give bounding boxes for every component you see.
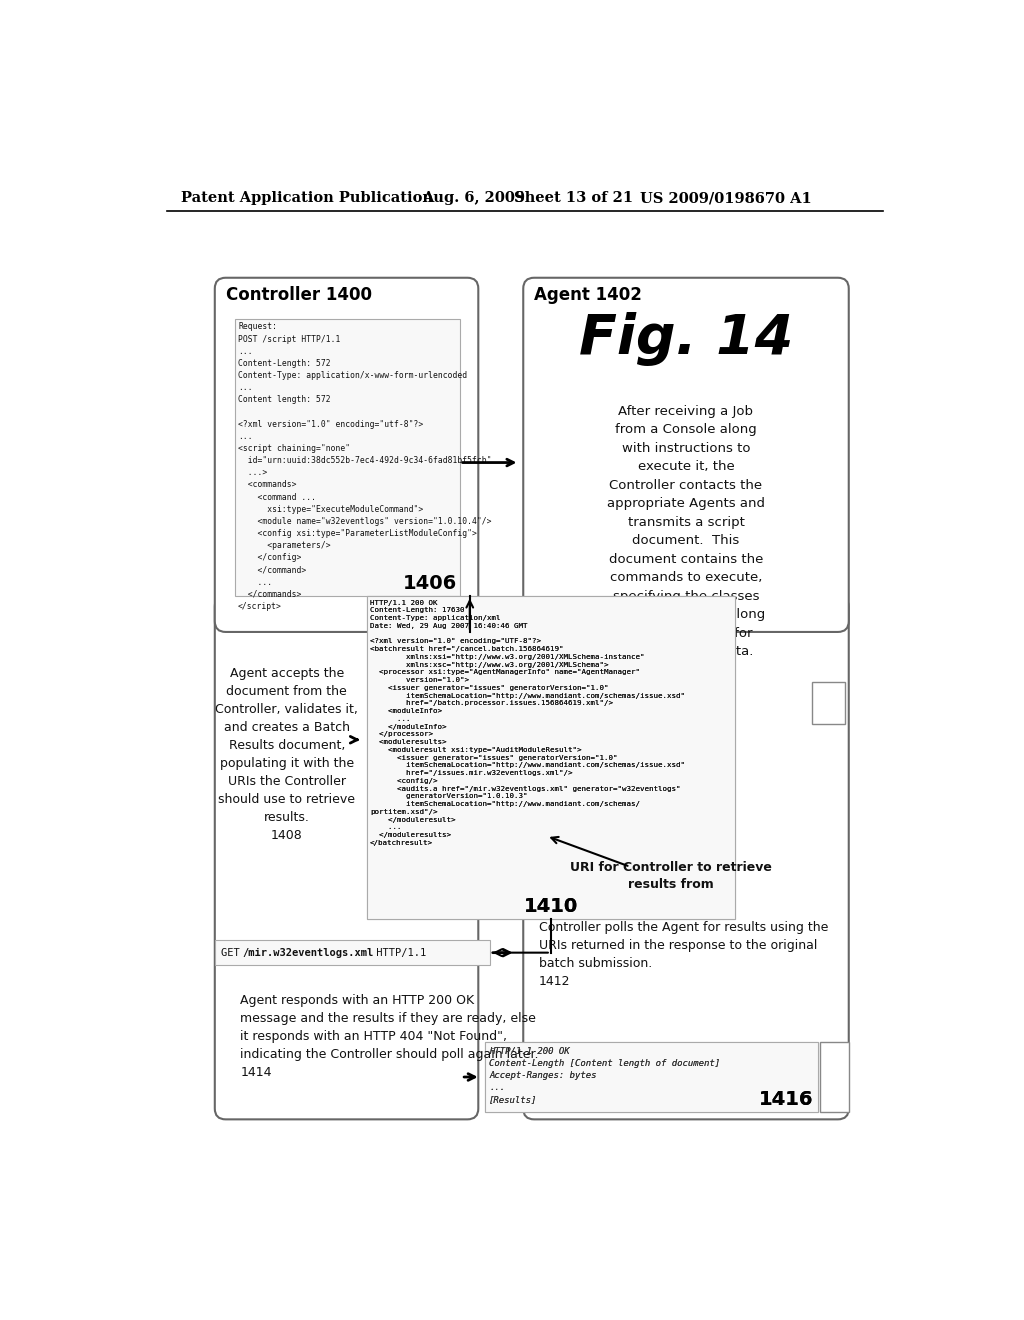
Text: HTTP/1.1: HTTP/1.1 xyxy=(370,948,426,957)
Text: Controller polls the Agent for results using the
URIs returned in the response t: Controller polls the Agent for results u… xyxy=(539,921,828,987)
Text: Fig. 14: Fig. 14 xyxy=(579,313,794,367)
Bar xyxy=(484,1043,818,1111)
FancyBboxPatch shape xyxy=(523,595,849,1119)
Text: HTTP/1.1 200 OK
Content-Length [Content length of document]
Accept-Ranges: bytes: HTTP/1.1 200 OK Content-Length [Content … xyxy=(489,1047,720,1105)
Text: Patent Application Publication: Patent Application Publication xyxy=(180,191,433,206)
Bar xyxy=(484,1043,818,1111)
Bar xyxy=(820,1043,849,1111)
Text: Controller 1400: Controller 1400 xyxy=(225,285,372,304)
Text: US 2009/0198670 A1: US 2009/0198670 A1 xyxy=(640,191,811,206)
Bar xyxy=(812,682,845,725)
FancyBboxPatch shape xyxy=(215,595,478,1119)
Text: 1410: 1410 xyxy=(523,898,578,916)
Text: Aug. 6, 2009: Aug. 6, 2009 xyxy=(423,191,525,206)
Text: Agent 1402: Agent 1402 xyxy=(535,285,642,304)
Bar xyxy=(234,318,460,595)
Text: 1410: 1410 xyxy=(523,898,578,916)
Text: URI for Controller to retrieve
results from: URI for Controller to retrieve results f… xyxy=(569,862,771,891)
Text: 1406: 1406 xyxy=(402,574,457,593)
Text: HTTP/1.1 200 OK
Content-Length: 17630
Content-Type: application/xml
Date: Wed, 2: HTTP/1.1 200 OK Content-Length: 17630 Co… xyxy=(370,599,685,846)
Text: GET: GET xyxy=(221,948,246,957)
Text: /mir.w32eventlogs.xml: /mir.w32eventlogs.xml xyxy=(242,948,373,958)
Text: Request:
POST /script HTTP/1.1
...
Content-Length: 572
Content-Type: application: Request: POST /script HTTP/1.1 ... Conte… xyxy=(238,322,492,611)
Text: Agent responds with an HTTP 200 OK
message and the results if they are ready, el: Agent responds with an HTTP 200 OK messa… xyxy=(241,994,539,1078)
Text: HTTP/1.1 200 OK
Content-Length [Content length of document]
Accept-Ranges: bytes: HTTP/1.1 200 OK Content-Length [Content … xyxy=(489,1047,720,1105)
Text: 1416: 1416 xyxy=(759,1089,813,1109)
Bar xyxy=(367,595,735,919)
Text: Agent accepts the
document from the
Controller, validates it,
and creates a Batc: Agent accepts the document from the Cont… xyxy=(215,667,358,842)
Text: 1416: 1416 xyxy=(759,1089,813,1109)
FancyBboxPatch shape xyxy=(523,277,849,632)
Text: HTTP/1.1 200 OK
Content-Length: 17630
Content-Type: application/xml
Date: Wed, 2: HTTP/1.1 200 OK Content-Length: 17630 Co… xyxy=(370,599,685,846)
Bar xyxy=(215,940,489,965)
Bar xyxy=(367,595,735,919)
FancyBboxPatch shape xyxy=(215,277,478,632)
Text: After receiving a Job
from a Console along
with instructions to
execute it, the
: After receiving a Job from a Console alo… xyxy=(607,405,765,677)
Text: Sheet 13 of 21: Sheet 13 of 21 xyxy=(514,191,633,206)
